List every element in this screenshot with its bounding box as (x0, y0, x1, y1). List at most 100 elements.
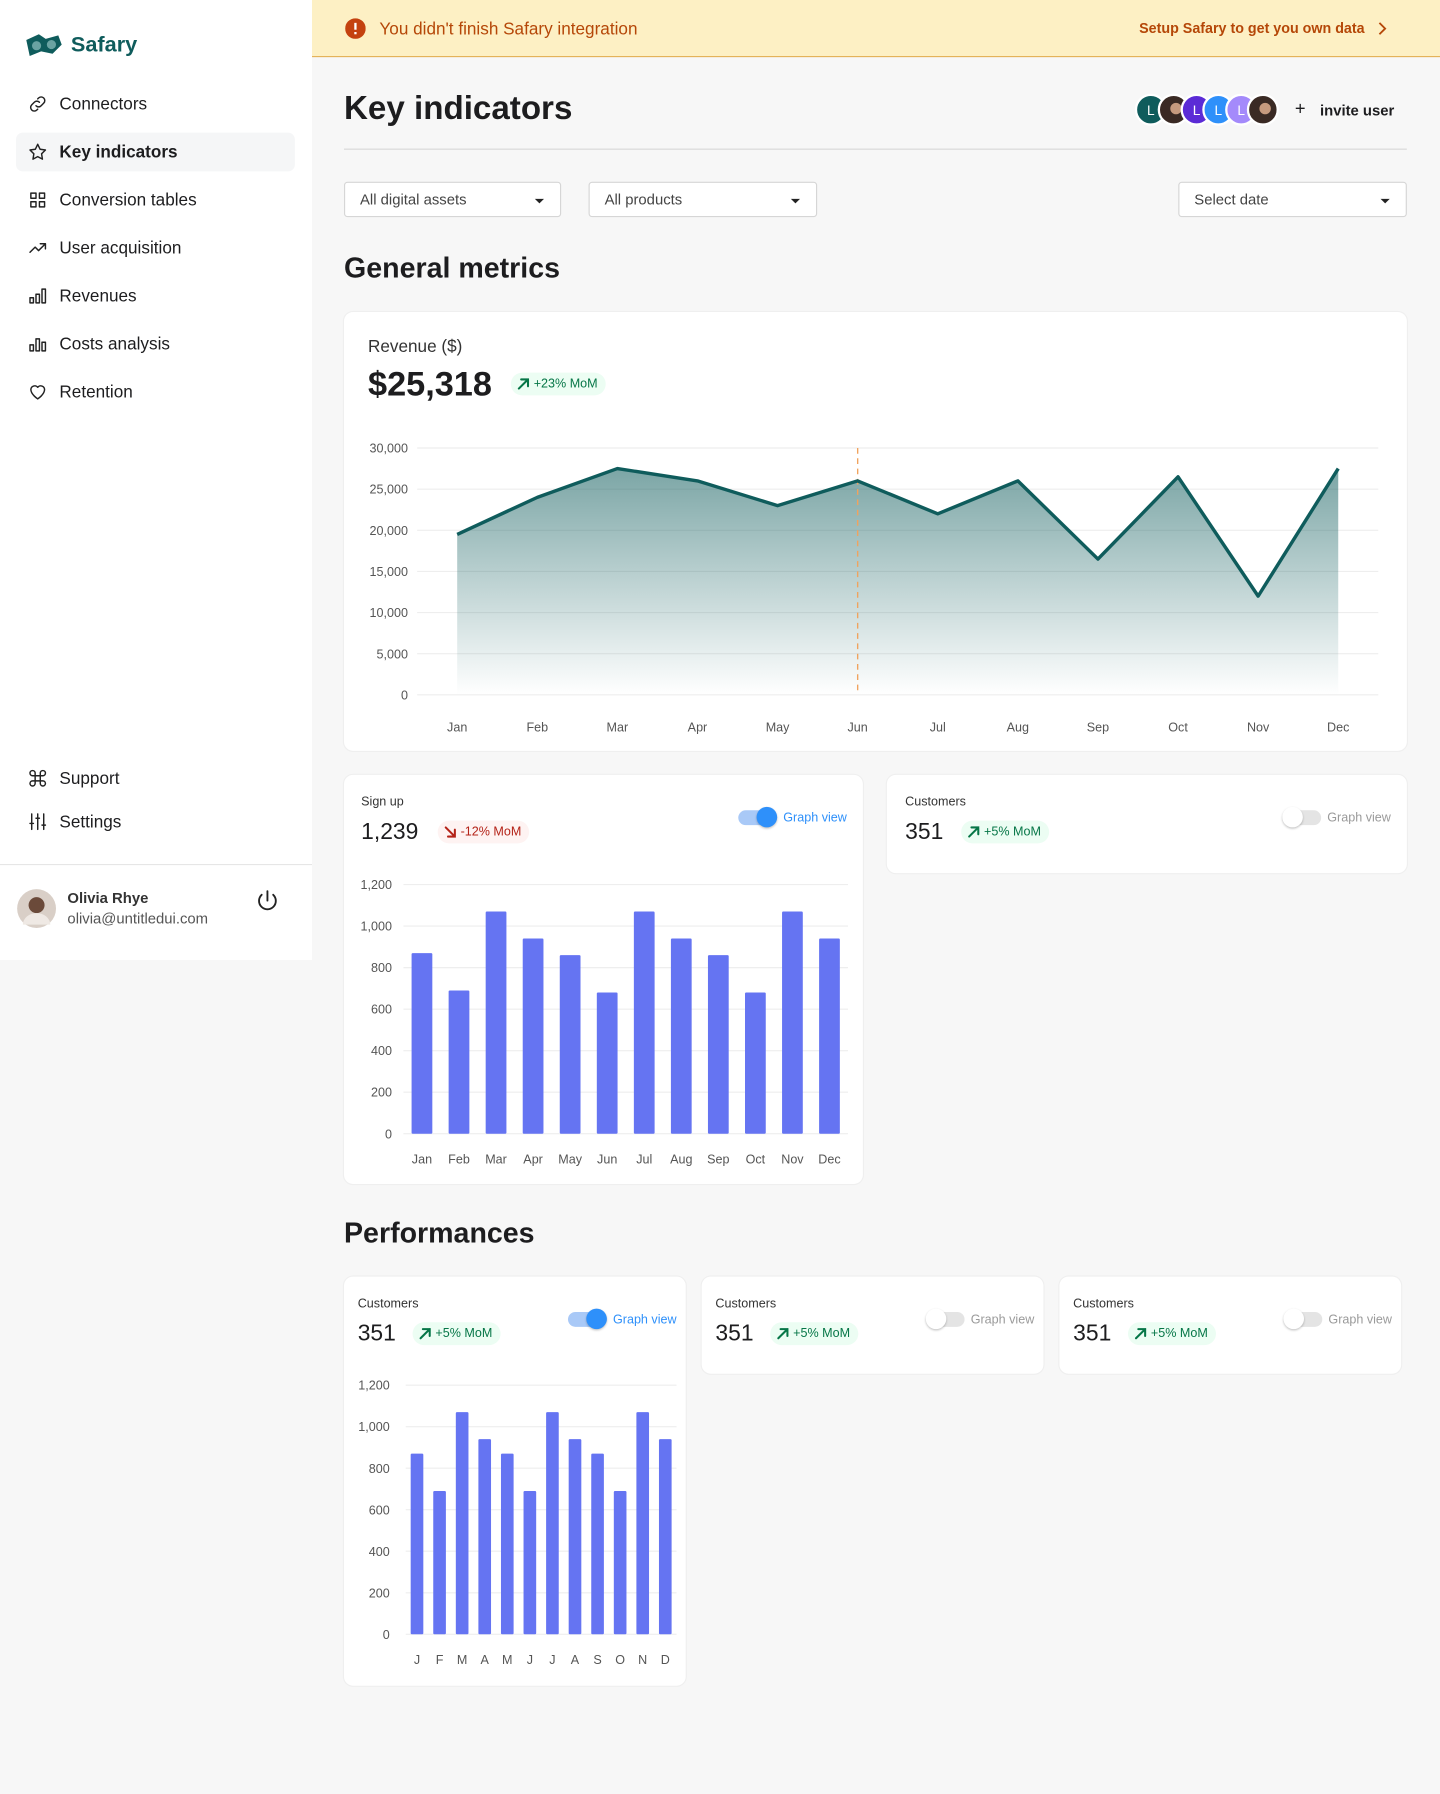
metric-card: Customers 351 +5% MoM Graph view (886, 774, 1407, 874)
change-badge: +5% MoM (961, 820, 1049, 844)
metric-value: $25,318 (367, 365, 492, 404)
metric-value: 351 (905, 819, 944, 845)
graph-toggle[interactable]: Graph view (738, 806, 847, 828)
avatar-initial: L (1237, 103, 1245, 118)
dropdown[interactable]: All digital assets (343, 181, 562, 218)
y-tick-label: 200 (369, 1586, 390, 1600)
sidebar: Safary Connectors Key indicators Convers… (0, 0, 312, 960)
nav-item[interactable]: Support (16, 759, 295, 798)
bar (546, 1412, 559, 1635)
toggle-label: Graph view (1327, 810, 1391, 825)
bar (636, 1412, 650, 1635)
x-tick-label: Jul (636, 1152, 652, 1166)
bar (559, 955, 581, 1134)
change-text: +5% MoM (1150, 1326, 1208, 1341)
x-tick-label: O (615, 1653, 625, 1667)
banner-action[interactable]: Setup Safary to get you own data (1139, 20, 1365, 37)
metric-label: Customers (905, 795, 966, 810)
x-tick-label: J (527, 1653, 533, 1667)
nav-item[interactable]: Costs analysis (16, 325, 295, 364)
x-tick-label: J (414, 1653, 420, 1667)
nav-item[interactable]: Revenues (16, 277, 295, 316)
invite-button[interactable]: invite user (1319, 101, 1395, 119)
x-tick-label: Nov (1247, 720, 1270, 734)
trend-icon (968, 826, 980, 838)
graph-toggle[interactable]: Graph view (926, 1308, 1035, 1330)
y-tick-label: 30,000 (370, 442, 408, 456)
trend-icon (517, 378, 530, 390)
nav-label: Settings (59, 811, 122, 832)
logout-icon[interactable] (255, 888, 280, 913)
metric-label: Revenue ($) (367, 337, 463, 357)
nav-item[interactable]: Retention (16, 373, 295, 412)
nav-label: User acquisition (59, 238, 182, 258)
x-tick-label: Oct (1168, 720, 1188, 734)
nav-item[interactable]: Key indicators (15, 132, 295, 172)
metric-value: 351 (715, 1321, 754, 1347)
bar (596, 992, 618, 1134)
y-tick-label: 200 (371, 1086, 392, 1100)
x-tick-label: J (549, 1653, 555, 1667)
toggle-track (1282, 806, 1322, 828)
nav-item[interactable]: Settings (16, 802, 295, 841)
graph-toggle[interactable]: Graph view (1283, 1308, 1392, 1330)
nav-label: Support (59, 768, 120, 788)
bar (819, 938, 840, 1134)
x-tick-label: Apr (523, 1152, 543, 1166)
nav-item[interactable]: Conversion tables (16, 181, 295, 220)
nav-item[interactable]: Connectors (16, 85, 295, 124)
x-tick-label: Jan (447, 720, 467, 734)
x-tick-label: Jun (597, 1152, 617, 1166)
x-tick-label: Jan (412, 1152, 432, 1166)
metric-value: 1,239 (361, 819, 419, 845)
bar (523, 1491, 537, 1635)
y-tick-label: 800 (369, 1462, 390, 1476)
toggle-track (738, 806, 778, 828)
dropdown[interactable]: Select date (1178, 181, 1407, 218)
y-tick-label: 600 (371, 1003, 392, 1017)
warning-icon (345, 18, 366, 39)
x-tick-label: D (661, 1653, 670, 1667)
bar (707, 955, 729, 1134)
bar (633, 911, 655, 1134)
metric-card: Customers 351 +5% MoM Graph view (1059, 1276, 1402, 1374)
x-tick-label: Feb (526, 720, 548, 734)
x-tick-label: S (593, 1653, 601, 1667)
page-title: Key indicators (343, 90, 573, 127)
bar (410, 1453, 424, 1635)
x-tick-label: N (638, 1653, 647, 1667)
nav-item[interactable]: User acquisition (16, 229, 295, 268)
trend-icon (777, 1328, 789, 1340)
bar (485, 911, 507, 1134)
x-tick-label: Mar (607, 720, 629, 734)
bar (478, 1439, 492, 1635)
nav-label: Retention (59, 382, 133, 402)
bar (658, 1439, 672, 1635)
chart: 0 200 400 600 800 1,000 1,200 Jan Feb Mar Apr May Ju… (361, 878, 848, 1166)
graph-toggle[interactable]: Graph view (1282, 806, 1391, 828)
avatar-initial: L (1214, 103, 1222, 118)
change-text: -12% MoM (460, 825, 522, 839)
x-tick-label: Dec (1327, 720, 1349, 734)
y-tick-label: 25,000 (370, 483, 408, 497)
y-tick-label: 1,200 (361, 878, 392, 892)
change-badge: +5% MoM (412, 1322, 501, 1346)
user-email: olivia@untitledui.com (67, 909, 209, 927)
avatar-photo-face (1170, 102, 1182, 115)
x-tick-label: Aug (670, 1152, 692, 1166)
dropdown[interactable]: All products (588, 181, 818, 218)
graph-toggle[interactable]: Graph view (568, 1308, 677, 1330)
toggle-knob (926, 1308, 947, 1330)
chart: 0 5,000 10,000 15,000 20,000 25,000 30,000 Jan F… (370, 442, 1379, 734)
x-tick-label: Apr (688, 720, 708, 734)
metric-card: Customers 351 +5% MoM Graph view 0 200 400 600 8… (343, 1276, 686, 1686)
toggle-label: Graph view (970, 1312, 1035, 1327)
logo (26, 34, 62, 56)
nav-label: Key indicators (59, 142, 178, 162)
user-name: Olivia Rhye (67, 889, 149, 907)
y-tick-label: 400 (369, 1545, 390, 1559)
